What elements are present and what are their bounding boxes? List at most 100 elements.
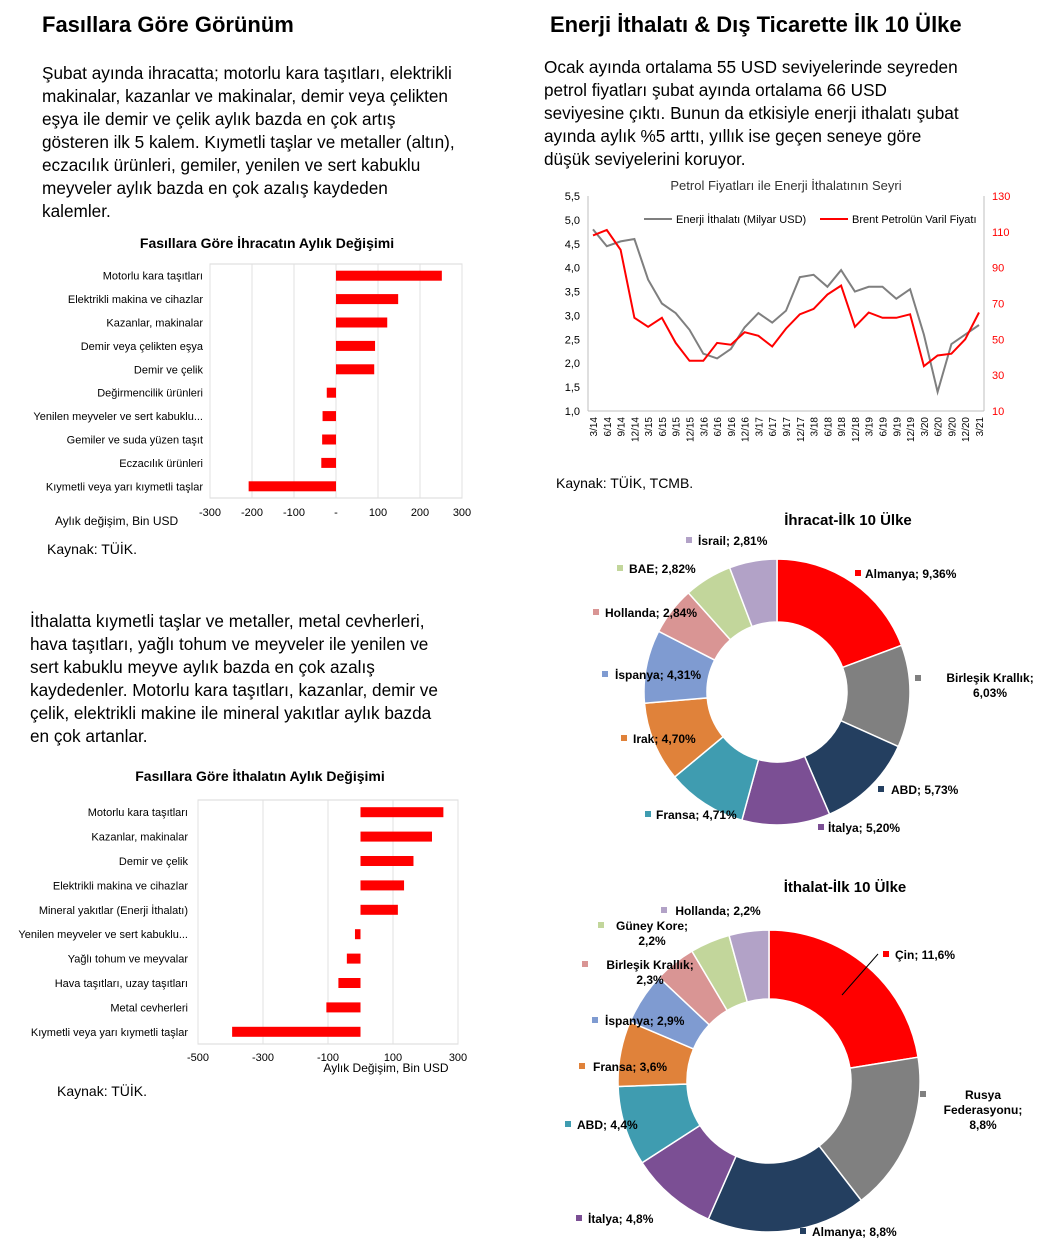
export-donut-legend-swatch bbox=[593, 609, 599, 615]
import-bar bbox=[360, 831, 432, 842]
import-donut-slice-label: Hollanda; 2,2% bbox=[675, 904, 761, 918]
export-donut-slice-label-line: ABD; 5,73% bbox=[891, 783, 959, 797]
export-donut-slice-label-line: İspanya; 4,31% bbox=[615, 667, 701, 682]
export-bar bbox=[248, 481, 336, 492]
import-bar-chart-title: Fasıllara Göre İthalatın Aylık Değişimi bbox=[135, 768, 385, 784]
export-donut-legend-swatch bbox=[915, 675, 921, 681]
export-x-tick-label: 300 bbox=[453, 507, 471, 519]
export-bar bbox=[336, 340, 376, 351]
line-x-tick-label: 6/18 bbox=[823, 417, 834, 437]
export-donut-slice-label-line: BAE; 2,82% bbox=[629, 562, 696, 576]
export-x-tick-label: - bbox=[334, 507, 338, 519]
export-bar bbox=[336, 317, 388, 328]
export-bar bbox=[336, 270, 442, 281]
import-category-label: Yağlı tohum ve meyvalar bbox=[68, 954, 189, 966]
import-category-label: Mineral yakıtlar (Enerji İthalatı) bbox=[39, 904, 188, 917]
line-left-tick-label: 2,0 bbox=[565, 358, 580, 370]
line-left-tick-label: 5,5 bbox=[565, 191, 580, 203]
export-donut-legend-swatch bbox=[617, 565, 623, 571]
line-x-tick-label: 9/14 bbox=[617, 417, 628, 437]
export-donut-slice-label-line: İtalya; 5,20% bbox=[828, 820, 900, 835]
import-donut-slice-label-line: Fransa; 3,6% bbox=[593, 1060, 667, 1074]
export-x-axis-label: Aylık değişim, Bin USD bbox=[55, 514, 178, 528]
import-bar bbox=[360, 856, 414, 866]
line-x-tick-label: 9/20 bbox=[947, 417, 958, 437]
import-category-label: Hava taşıtları, uzay taşıtları bbox=[55, 978, 188, 990]
import-bar bbox=[338, 978, 361, 988]
import-donut-slice-label-line: Hollanda; 2,2% bbox=[675, 904, 761, 918]
line-left-tick-label: 4,5 bbox=[565, 239, 580, 251]
import-bar bbox=[326, 1002, 361, 1013]
export-bar bbox=[336, 364, 375, 375]
import-source: Kaynak: TÜİK. bbox=[57, 1083, 148, 1099]
export-donut-legend-swatch bbox=[818, 824, 824, 830]
import-donut-slice-label-line: Birleşik Krallık; bbox=[606, 958, 693, 972]
export-donut-slice-label: BAE; 2,82% bbox=[629, 562, 696, 576]
line-x-tick-label: 9/16 bbox=[727, 417, 738, 437]
import-donut-slice-label-line: Almanya; 8,8% bbox=[812, 1225, 897, 1239]
export-commentary: Şubat ayında ihracatta; motorlu kara taş… bbox=[42, 63, 455, 221]
import-top10-donut-chart: İthalat-İlk 10 Ülke Çin; 11,6% Rusya Federa… bbox=[565, 879, 1023, 1239]
import-donut-legend-swatch bbox=[579, 1063, 585, 1069]
import-donut-slice-label: Fransa; 3,6% bbox=[593, 1060, 667, 1074]
line-x-tick-label: 12/19 bbox=[906, 417, 917, 442]
export-x-tick-label: 100 bbox=[369, 507, 387, 519]
export-category-label: Değirmencilik ürünleri bbox=[97, 388, 203, 400]
import-donut-slice-label: İspanya; 2,9% bbox=[605, 1013, 685, 1028]
export-x-tick-label: -300 bbox=[199, 507, 221, 519]
export-donut-legend-swatch bbox=[645, 811, 651, 817]
import-donut-slice-label-line: Federasyonu; bbox=[944, 1103, 1023, 1117]
export-donut-slice-label-line: Hollanda; 2,84% bbox=[605, 606, 697, 620]
import-donut-slice-label: Güney Kore; 2,2% bbox=[616, 919, 688, 948]
export-donut-slice-label: Hollanda; 2,84% bbox=[605, 606, 697, 620]
line-x-tick-label: 3/18 bbox=[810, 417, 821, 437]
export-donut-slice-label: İsrail; 2,81% bbox=[698, 533, 768, 548]
export-category-label: Elektrikli makina ve cihazlar bbox=[68, 294, 203, 306]
export-donut-slice-label: Fransa; 4,71% bbox=[656, 808, 737, 822]
export-top10-donut-chart: İhracat-İlk 10 Ülke Almanya; 9,36% Birleşi… bbox=[593, 512, 1034, 835]
line-left-tick-label: 2,5 bbox=[565, 334, 580, 346]
import-bar-chart: -500 -300 -100 100 300 Motorlu kara taşıtları… bbox=[18, 799, 467, 1075]
export-category-label: Eczacılık ürünleri bbox=[119, 458, 203, 470]
import-category-label: Demir ve çelik bbox=[119, 856, 189, 868]
line-right-tick-label: 30 bbox=[992, 370, 1004, 382]
export-donut-slice-label: İspanya; 4,31% bbox=[615, 667, 701, 682]
import-donut-legend-swatch bbox=[565, 1121, 571, 1127]
export-bar bbox=[326, 387, 336, 398]
import-donut-legend-swatch bbox=[800, 1228, 806, 1234]
import-category-label: Elektrikli makina ve cihazlar bbox=[53, 880, 188, 892]
import-donut-legend-swatch bbox=[576, 1215, 582, 1221]
export-x-tick-label: 200 bbox=[411, 507, 429, 519]
line-left-tick-label: 1,0 bbox=[565, 406, 580, 418]
import-bar bbox=[232, 1026, 361, 1037]
import-category-label: Motorlu kara taşıtları bbox=[88, 807, 188, 819]
import-x-tick-label: -500 bbox=[187, 1052, 209, 1064]
export-donut-legend-swatch bbox=[855, 570, 861, 576]
import-donut-slice-label-line: 2,2% bbox=[638, 934, 666, 948]
line-right-tick-label: 70 bbox=[992, 299, 1004, 311]
import-x-tick-label: -300 bbox=[252, 1052, 274, 1064]
import-donut-slice-label-line: Çin; 11,6% bbox=[895, 948, 955, 962]
import-donut-legend-swatch bbox=[582, 961, 588, 967]
import-donut-slice-label-line: 2,3% bbox=[636, 973, 664, 987]
import-donut-slice-label-line: 8,8% bbox=[969, 1118, 997, 1132]
export-donut-slice-label-line: Irak; 4,70% bbox=[633, 732, 696, 746]
legend-brent-label: Brent Petrolün Varil Fiyatı bbox=[852, 214, 977, 226]
export-bar bbox=[321, 457, 336, 468]
line-right-tick-label: 130 bbox=[992, 191, 1010, 203]
import-category-label: Kazanlar, makinalar bbox=[91, 832, 188, 844]
export-bar bbox=[336, 294, 399, 305]
import-category-label: Kıymetli veya yarı kıymetli taşlar bbox=[31, 1027, 188, 1039]
export-category-label: Demir ve çelik bbox=[134, 364, 204, 376]
export-donut-title: İhracat-İlk 10 Ülke bbox=[784, 512, 912, 529]
export-bar bbox=[322, 434, 336, 445]
export-category-label: Yenilen meyveler ve sert kabuklu... bbox=[33, 411, 203, 423]
line-x-tick-label: 12/15 bbox=[686, 417, 697, 442]
import-bar bbox=[360, 880, 405, 891]
import-bar bbox=[360, 807, 444, 818]
line-x-tick-label: 3/14 bbox=[589, 417, 600, 437]
import-donut-legend-swatch bbox=[592, 1017, 598, 1023]
energy-commentary: Ocak ayında ortalama 55 USD seviyelerind… bbox=[544, 57, 959, 169]
line-x-tick-label: 12/16 bbox=[741, 417, 752, 442]
